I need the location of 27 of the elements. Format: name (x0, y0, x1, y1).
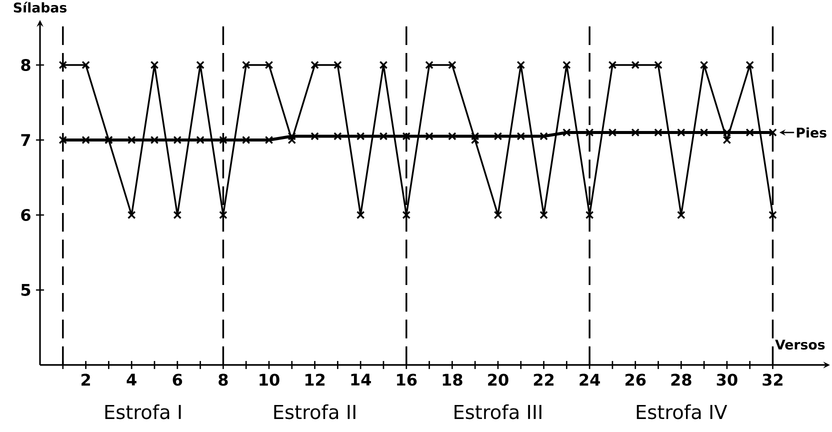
x-tick-label: 30 (716, 374, 738, 386)
y-axis-title: Sílabas (14, 2, 67, 13)
x-tick-label: 32 (762, 374, 782, 386)
x-tick-label: 26 (626, 374, 646, 386)
x-tick-label: 4 (126, 374, 136, 386)
x-tick-label: 14 (351, 374, 371, 386)
x-tick-label: 24 (580, 374, 600, 386)
x-tick-label: 18 (442, 374, 462, 386)
text: Estrofa II (274, 404, 356, 420)
y-tick-label: 7 (21, 134, 30, 146)
text: Estrofa III (454, 404, 542, 420)
y-tick-label: 5 (21, 284, 30, 296)
x-tick-label: 22 (534, 374, 554, 386)
text: Estrofa IV (636, 404, 728, 420)
x-tick-label: 16 (397, 374, 417, 386)
x-tick-label: 28 (671, 374, 692, 386)
x-axis-title: Versos (775, 340, 825, 350)
y-tick-label: 6 (21, 208, 30, 222)
legend-label: Pies (796, 127, 826, 138)
x-tick-label: 12 (305, 374, 325, 386)
x-tick-label: 6 (172, 374, 182, 386)
y-tick-label: 8 (21, 58, 30, 72)
x-tick-label: 2 (82, 374, 90, 386)
text: Estrofa I (105, 404, 181, 420)
x-tick-label: 10 (260, 374, 280, 386)
x-tick-label: 20 (488, 374, 508, 386)
x-tick-label: 8 (218, 374, 228, 386)
